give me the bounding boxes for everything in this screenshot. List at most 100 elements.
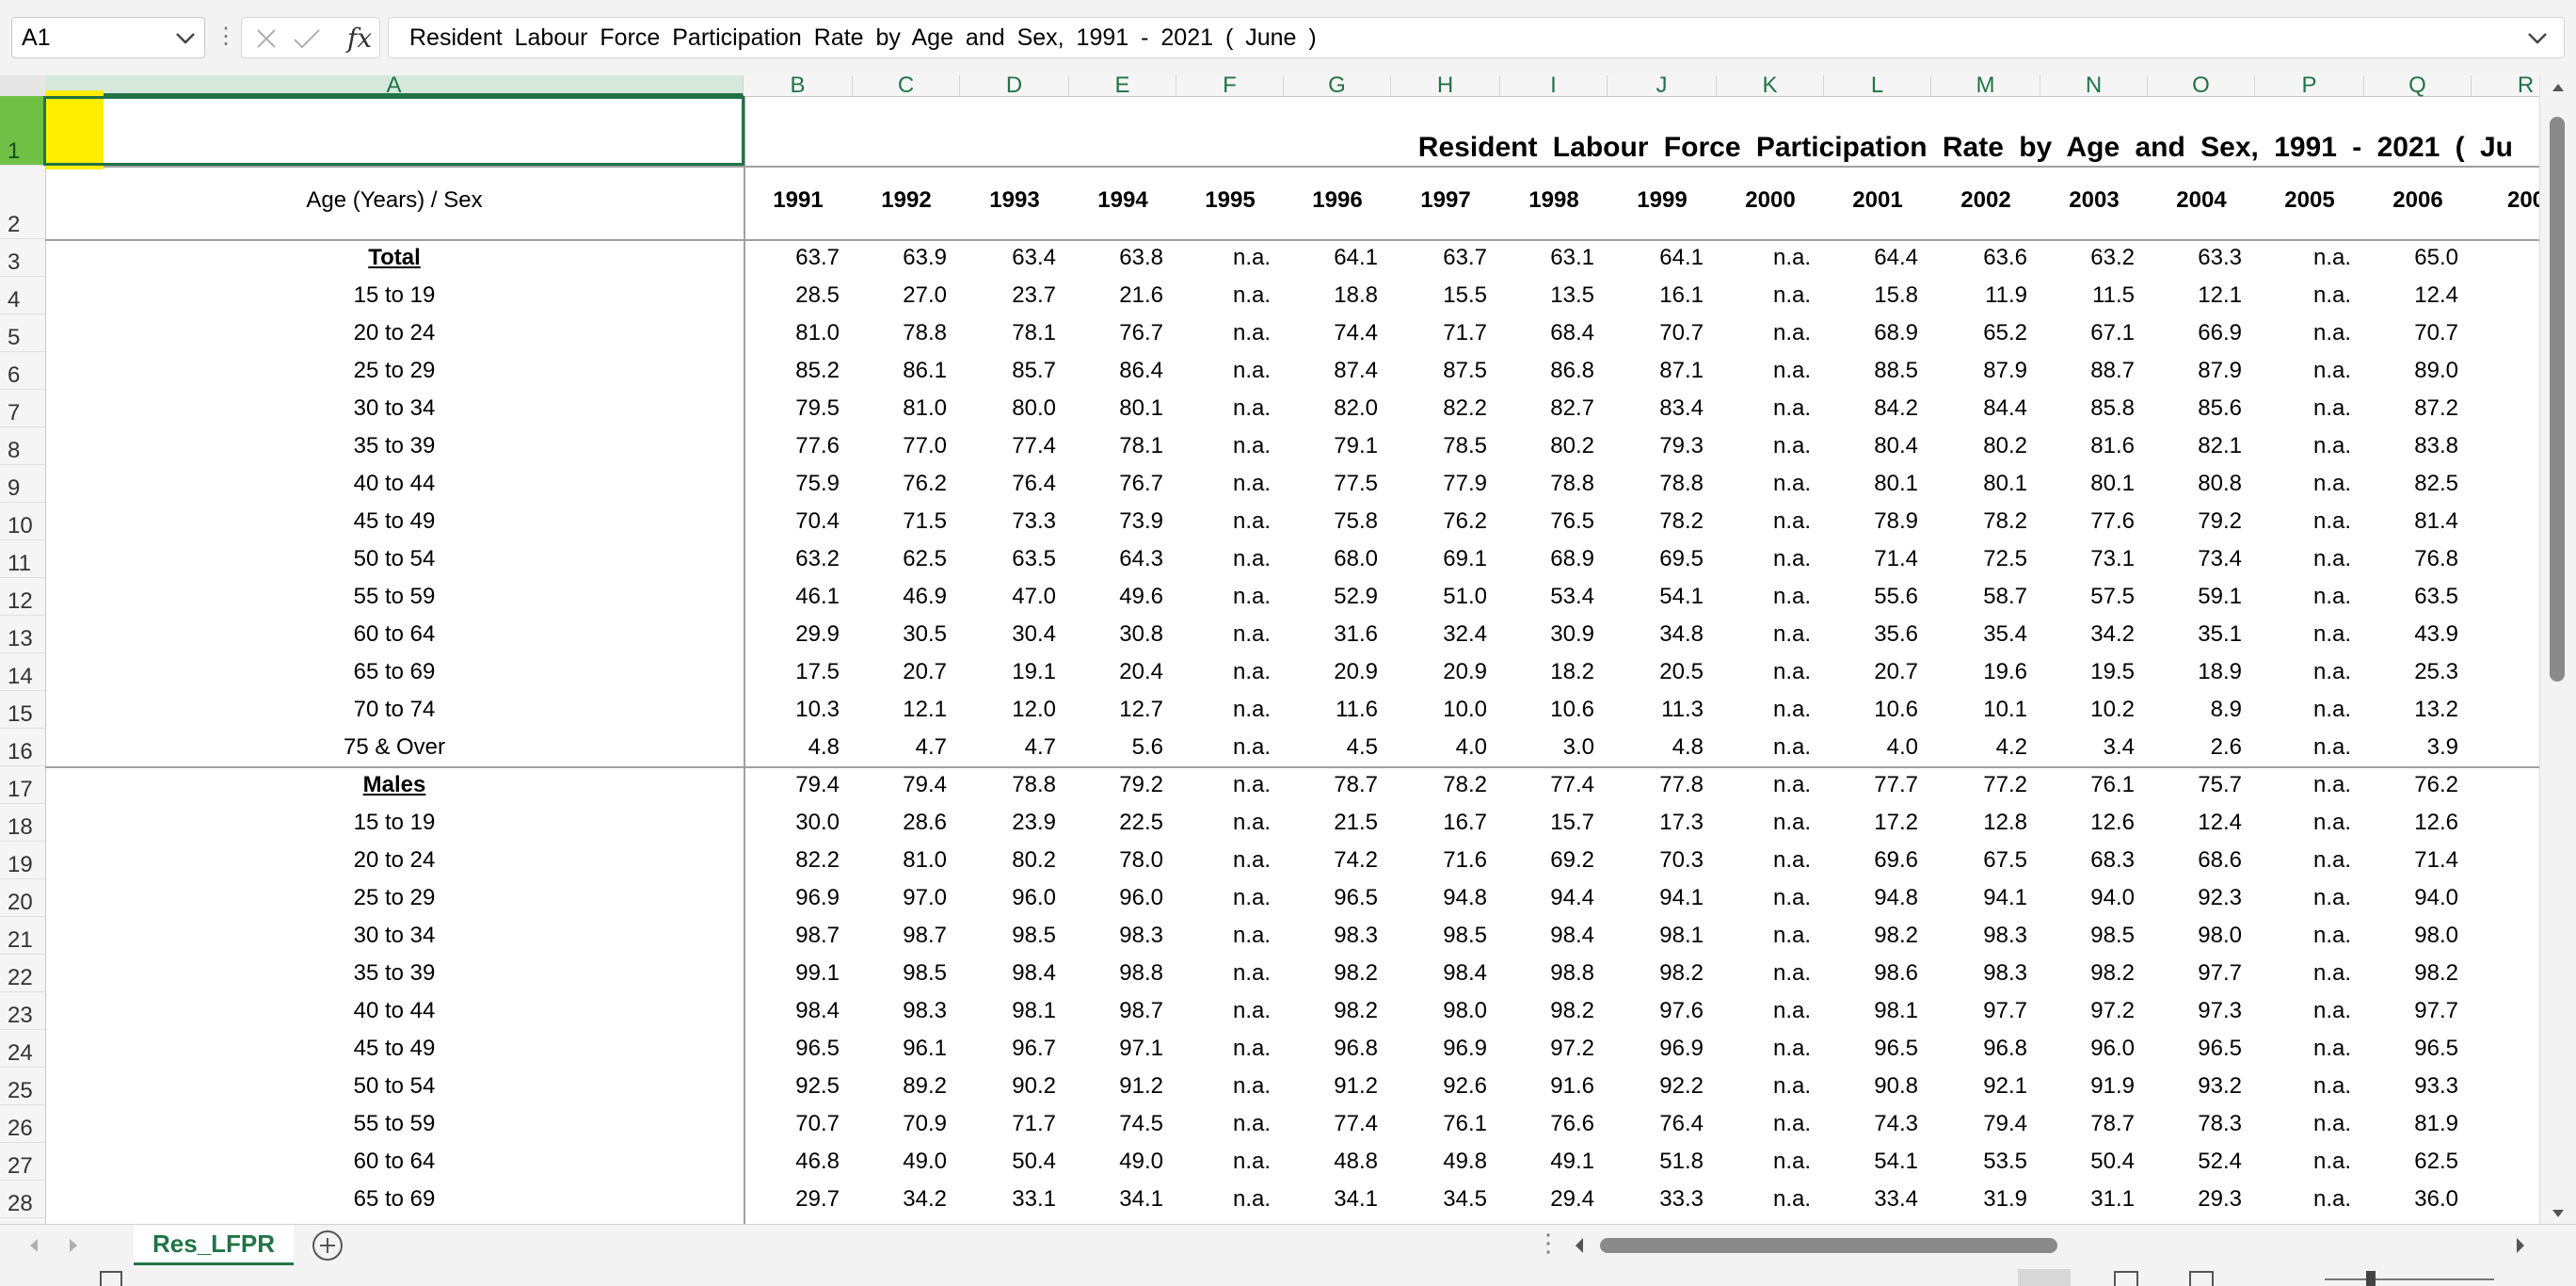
data-cell[interactable]: 50.4 bbox=[1012, 1149, 1056, 1174]
data-cell[interactable]: 98.3 bbox=[1983, 960, 2027, 986]
data-cell[interactable]: n.a. bbox=[1772, 697, 1811, 722]
header-year-1998[interactable]: 1998 bbox=[1528, 187, 1579, 213]
data-cell[interactable]: 98.2 bbox=[1874, 923, 1918, 948]
data-cell[interactable]: n.a. bbox=[1232, 1073, 1271, 1099]
macro-recording-icon[interactable] bbox=[100, 1271, 122, 1286]
data-cell[interactable]: 77.2 bbox=[1983, 772, 2027, 797]
data-cell[interactable]: 77.0 bbox=[903, 433, 947, 458]
data-cell[interactable]: 76.1 bbox=[1443, 1111, 1487, 1136]
section-label[interactable]: Total bbox=[368, 245, 421, 270]
data-cell[interactable]: 63.4 bbox=[1012, 245, 1056, 270]
column-header-h[interactable]: H bbox=[1391, 75, 1500, 97]
data-cell[interactable]: n.a. bbox=[2312, 621, 2351, 647]
column-header-p[interactable]: P bbox=[2255, 75, 2364, 97]
data-cell[interactable]: 77.4 bbox=[1550, 772, 1594, 797]
data-cell[interactable]: 98.5 bbox=[1443, 923, 1487, 948]
data-cell[interactable]: n.a. bbox=[1232, 734, 1271, 760]
data-cell[interactable]: 83.8 bbox=[2414, 433, 2458, 458]
data-cell[interactable]: 92.3 bbox=[2198, 885, 2242, 910]
row-header-19[interactable]: 19 bbox=[0, 842, 45, 879]
data-cell[interactable]: n.a. bbox=[1232, 282, 1271, 308]
data-cell[interactable]: 12.6 bbox=[2414, 810, 2458, 835]
data-cell[interactable]: 90.8 bbox=[1874, 1073, 1918, 1099]
data-cell[interactable]: 78.7 bbox=[1334, 772, 1378, 797]
scroll-right-icon[interactable] bbox=[2515, 1236, 2526, 1255]
data-cell[interactable]: n.a. bbox=[1772, 659, 1811, 684]
age-group-label[interactable]: 45 to 49 bbox=[353, 1036, 436, 1061]
data-cell[interactable]: 12.1 bbox=[903, 697, 947, 722]
data-cell[interactable]: 12.8 bbox=[1983, 810, 2027, 835]
age-group-label[interactable]: 30 to 34 bbox=[353, 395, 436, 421]
data-cell[interactable]: 78.8 bbox=[1012, 772, 1056, 797]
data-cell[interactable]: 81.9 bbox=[2414, 1111, 2458, 1136]
header-year-1993[interactable]: 1993 bbox=[989, 187, 1040, 213]
data-cell[interactable]: 93.3 bbox=[2414, 1073, 2458, 1099]
data-cell[interactable]: 77.7 bbox=[1874, 772, 1918, 797]
data-cell[interactable]: 12.0 bbox=[1012, 697, 1056, 722]
header-year-1995[interactable]: 1995 bbox=[1205, 187, 1256, 213]
data-cell[interactable]: 33.3 bbox=[1659, 1186, 1704, 1212]
data-cell[interactable]: 3.4 bbox=[2103, 734, 2135, 760]
data-cell[interactable]: 70.7 bbox=[795, 1111, 840, 1136]
data-cell[interactable]: 97.0 bbox=[903, 885, 947, 910]
data-cell[interactable]: 85.7 bbox=[1012, 358, 1056, 383]
column-header-e[interactable]: E bbox=[1069, 75, 1176, 97]
column-header-k[interactable]: K bbox=[1717, 75, 1824, 97]
age-group-label[interactable]: 35 to 39 bbox=[353, 433, 436, 458]
data-cell[interactable]: n.a. bbox=[1772, 245, 1811, 270]
data-cell[interactable]: n.a. bbox=[1232, 245, 1271, 270]
data-cell[interactable]: 28.6 bbox=[903, 810, 947, 835]
data-cell[interactable]: 15.5 bbox=[1443, 282, 1487, 308]
data-cell[interactable]: 20.5 bbox=[1659, 659, 1704, 684]
sheet-title[interactable]: Resident Labour Force Participation Rate… bbox=[1417, 132, 2513, 163]
data-cell[interactable]: 80.2 bbox=[1983, 433, 2027, 458]
column-header-n[interactable]: N bbox=[2040, 75, 2148, 97]
data-cell[interactable]: n.a. bbox=[1232, 508, 1271, 534]
data-cell[interactable]: n.a. bbox=[2312, 584, 2351, 609]
header-year-2003[interactable]: 2003 bbox=[2069, 187, 2120, 213]
row-header-24[interactable]: 24 bbox=[0, 1030, 45, 1068]
select-all-corner[interactable] bbox=[0, 75, 45, 96]
data-cell[interactable]: 53.5 bbox=[1983, 1149, 2027, 1174]
data-cell[interactable]: n.a. bbox=[1232, 810, 1271, 835]
data-cell[interactable]: n.a. bbox=[1772, 923, 1811, 948]
data-cell[interactable]: 29.3 bbox=[2198, 1186, 2242, 1212]
data-cell[interactable]: 98.0 bbox=[2198, 923, 2242, 948]
age-group-label[interactable]: 25 to 29 bbox=[353, 885, 436, 910]
data-cell[interactable]: 73.4 bbox=[2198, 546, 2242, 571]
data-cell[interactable]: 64.3 bbox=[1119, 546, 1163, 571]
data-cell[interactable]: 62.5 bbox=[2414, 1149, 2458, 1174]
data-cell[interactable]: 74.3 bbox=[1874, 1111, 1918, 1136]
header-year-1999[interactable]: 1999 bbox=[1637, 187, 1688, 213]
data-cell[interactable]: 94.1 bbox=[1659, 885, 1704, 910]
data-cell[interactable]: 34.1 bbox=[1119, 1186, 1163, 1212]
data-cell[interactable]: n.a. bbox=[1772, 546, 1811, 571]
data-cell[interactable]: n.a. bbox=[1232, 1149, 1271, 1174]
data-cell[interactable]: 98.4 bbox=[795, 998, 840, 1023]
data-cell[interactable]: 79.2 bbox=[2198, 508, 2242, 534]
data-cell[interactable]: 30.4 bbox=[1012, 621, 1056, 647]
age-group-label[interactable]: 30 to 34 bbox=[353, 923, 436, 948]
data-cell[interactable]: 98.4 bbox=[1443, 960, 1487, 986]
data-cell[interactable]: n.a. bbox=[2312, 358, 2351, 383]
column-header-d[interactable]: D bbox=[960, 75, 1069, 97]
data-cell[interactable]: n.a. bbox=[2312, 245, 2351, 270]
data-cell[interactable]: n.a. bbox=[2312, 433, 2351, 458]
data-cell[interactable]: 15.7 bbox=[1550, 810, 1594, 835]
column-header-l[interactable]: L bbox=[1824, 75, 1931, 97]
data-cell[interactable]: n.a. bbox=[1772, 621, 1811, 647]
data-cell[interactable]: 96.0 bbox=[1012, 885, 1056, 910]
data-cell[interactable]: 86.4 bbox=[1119, 358, 1163, 383]
data-cell[interactable]: 70.7 bbox=[1659, 320, 1704, 346]
data-cell[interactable]: 70.3 bbox=[1659, 847, 1704, 873]
header-year-2005[interactable]: 2005 bbox=[2284, 187, 2335, 213]
data-cell[interactable]: 63.6 bbox=[1983, 245, 2027, 270]
data-cell[interactable]: 81.4 bbox=[2414, 508, 2458, 534]
data-cell[interactable]: 11.6 bbox=[1336, 697, 1378, 722]
data-cell[interactable]: 96.9 bbox=[1443, 1036, 1487, 1061]
data-cell[interactable]: n.a. bbox=[2312, 395, 2351, 421]
data-cell[interactable]: n.a. bbox=[1232, 1186, 1271, 1212]
data-cell[interactable]: 11.5 bbox=[2092, 282, 2135, 308]
cancel-icon[interactable] bbox=[255, 27, 278, 50]
header-year-1997[interactable]: 1997 bbox=[1420, 187, 1471, 213]
